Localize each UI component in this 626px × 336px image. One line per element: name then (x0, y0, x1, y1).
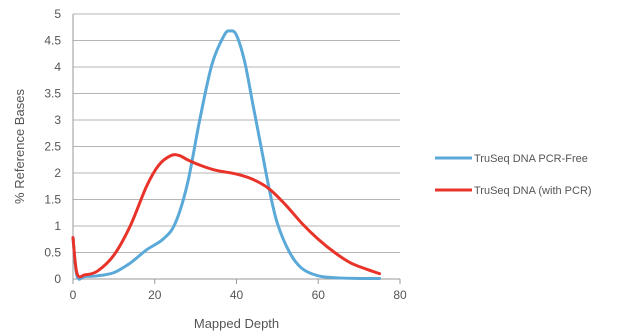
y-tick-label-1: 0.5 (44, 246, 61, 260)
y-tick-label-9: 4.5 (44, 34, 61, 48)
x-tick-label-3: 60 (312, 288, 326, 302)
y-tick-labels: 0 0.5 1 1.5 2 2.5 3 3.5 4 4.5 5 (44, 7, 61, 286)
series-lines (71, 29, 382, 281)
y-tick-label-2: 1 (54, 219, 61, 233)
legend-label-0: TruSeq DNA PCR-Free (474, 153, 588, 165)
y-tick-label-6: 3 (54, 113, 61, 127)
x-tick-labels: 0 20 40 60 80 (70, 288, 407, 302)
x-tick-label-1: 20 (148, 288, 162, 302)
series-line-0 (71, 29, 382, 281)
y-tick-label-8: 4 (54, 60, 61, 74)
x-tick-label-4: 80 (393, 288, 407, 302)
y-tick-label-0: 0 (54, 272, 61, 286)
legend-label-1: TruSeq DNA (with PCR) (474, 185, 592, 197)
x-axis-title: Mapped Depth (194, 316, 279, 331)
y-tick-label-3: 1.5 (44, 193, 61, 207)
x-tick-label-0: 0 (70, 288, 77, 302)
x-tick-label-2: 40 (230, 288, 244, 302)
series-line-1 (71, 153, 382, 279)
legend: TruSeq DNA PCR-Free TruSeq DNA (with PCR) (435, 153, 592, 197)
y-tick-label-10: 5 (54, 7, 61, 21)
y-axis-title: % Reference Bases (12, 89, 27, 204)
y-tick-label-4: 2 (54, 166, 61, 180)
y-tick-label-7: 3.5 (44, 87, 61, 101)
y-tick-label-5: 2.5 (44, 140, 61, 154)
grid-lines (73, 13, 400, 253)
